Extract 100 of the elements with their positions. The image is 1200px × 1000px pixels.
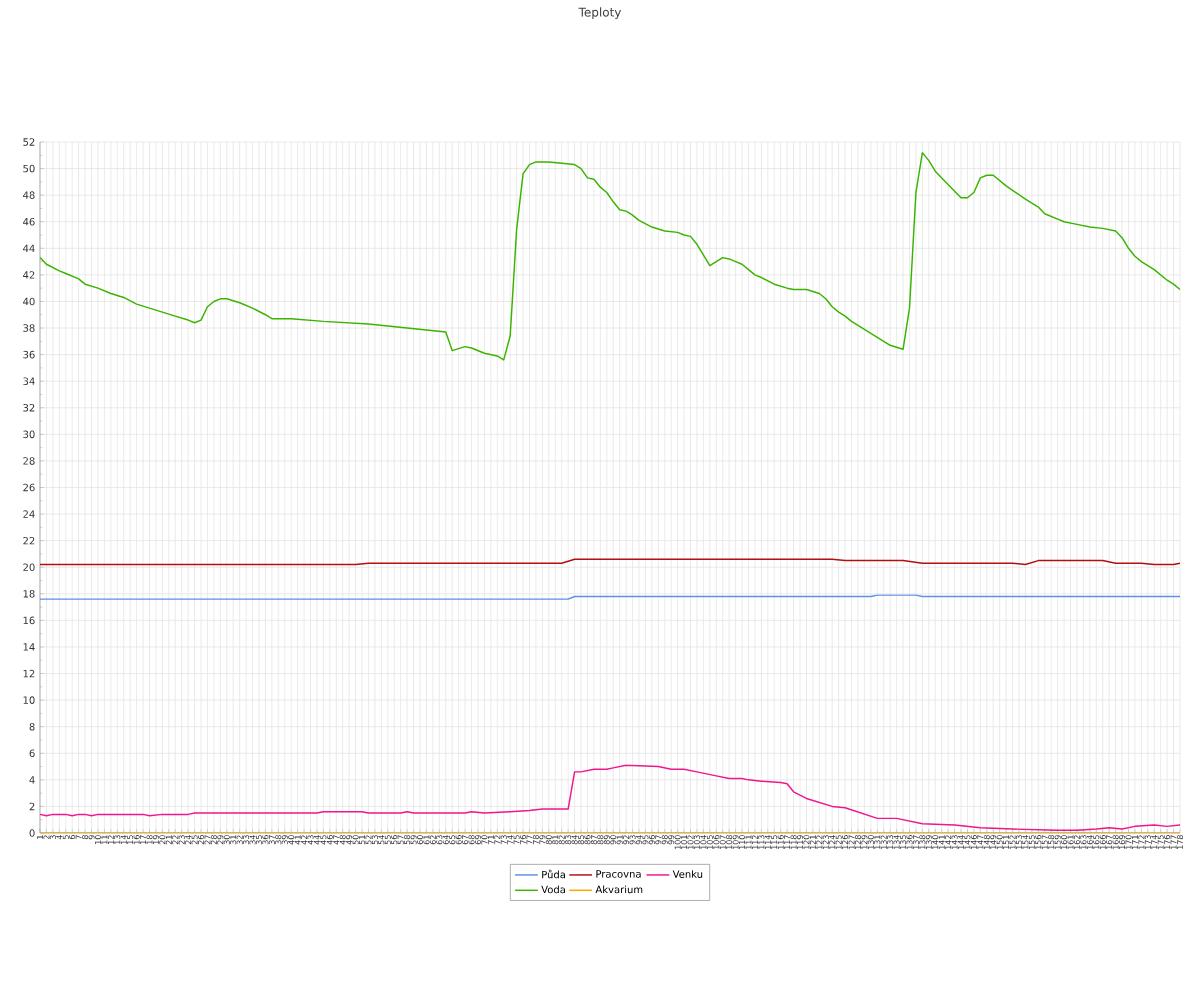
x-tick-label: 28 — [210, 835, 217, 845]
x-tick-label: 62 — [429, 835, 436, 845]
y-tick-label: 44 — [23, 244, 35, 252]
x-tick-label: 75 — [513, 835, 520, 845]
x-tick-label: 175 — [1157, 835, 1164, 849]
x-tick-label: 26 — [197, 835, 205, 845]
x-tick-label: 4 — [56, 835, 63, 840]
x-tick-label: 31 — [230, 835, 237, 845]
x-tick-label: 114 — [764, 835, 771, 849]
x-tick-label: 87 — [590, 835, 597, 845]
x-tick-label: 58 — [404, 835, 411, 845]
y-tick-label: 20 — [23, 563, 35, 572]
x-tick-label: 12 — [107, 835, 114, 844]
x-tick-label: 72 — [494, 835, 501, 845]
x-tick-label: 146 — [970, 835, 977, 849]
x-tick-label: 16 — [133, 835, 140, 844]
x-tick-label: 49 — [346, 835, 353, 845]
x-tick-label: 63 — [436, 835, 443, 845]
legend-label: Voda — [541, 885, 565, 894]
x-tick-label: 178 — [1176, 835, 1184, 849]
x-tick-label: 111 — [745, 835, 752, 849]
x-tick-label: 53 — [371, 835, 378, 845]
x-tick-label: 139 — [925, 835, 932, 849]
x-tick-label: 157 — [1041, 835, 1048, 849]
x-tick-label: 36 — [262, 835, 269, 845]
legend-label: Pracovna — [596, 870, 641, 878]
x-tick-label: 153 — [1015, 835, 1023, 849]
x-tick-label: 117 — [784, 835, 791, 849]
x-tick-label: 136 — [906, 835, 913, 849]
x-tick-label: 69 — [474, 835, 481, 845]
x-tick-label: 99 — [668, 835, 675, 845]
x-tick-label: 83 — [565, 835, 572, 845]
x-tick-label: 144 — [958, 835, 964, 849]
x-tick-label: 135 — [900, 835, 907, 849]
x-tick-label: 171 — [1132, 835, 1138, 849]
x-tick-label: 56 — [391, 835, 398, 845]
y-tick-label: 4 — [29, 776, 35, 784]
x-tick-label: 121 — [809, 835, 816, 849]
y-tick-label: 40 — [23, 297, 35, 306]
x-tick-label: 150 — [996, 835, 1003, 849]
x-tick-label: 142 — [945, 835, 952, 849]
x-tick-label: 173 — [1144, 835, 1151, 849]
x-tick-label: 169 — [1119, 835, 1126, 849]
x-tick-label: 154 — [1022, 835, 1029, 849]
x-tick-label: 25 — [191, 835, 198, 845]
x-tick-label: 138 — [919, 835, 926, 849]
x-tick-label: 85 — [578, 835, 585, 845]
x-tick-label: 177 — [1170, 835, 1177, 849]
x-tick-label: 66 — [455, 835, 462, 845]
x-tick-label: 45 — [320, 835, 327, 845]
x-tick-label: 33 — [243, 835, 250, 845]
x-tick-label: 64 — [442, 835, 449, 845]
x-tick-label: 37 — [268, 835, 275, 845]
x-tick-label: 141 — [938, 835, 945, 849]
x-tick-label: 57 — [397, 835, 404, 845]
x-tick-label: 106 — [713, 835, 720, 849]
x-tick-label: 88 — [597, 835, 604, 845]
x-tick-label: 14 — [120, 835, 127, 844]
x-tick-label: 159 — [1054, 835, 1061, 849]
y-tick-label: 46 — [23, 217, 35, 226]
x-tick-label: 110 — [739, 835, 746, 849]
x-tick-label: 32 — [236, 835, 243, 845]
x-tick-label: 132 — [880, 835, 887, 849]
y-tick-label: 30 — [23, 430, 35, 439]
x-tick-label: 82 — [558, 835, 565, 845]
x-tick-label: 21 — [165, 835, 172, 845]
x-tick-label: 92 — [623, 835, 630, 845]
x-tick-label: 167 — [1106, 835, 1113, 849]
legend-label: Půda — [542, 869, 565, 879]
x-tick-label: 65 — [449, 835, 456, 845]
x-tick-label: 131 — [874, 835, 881, 849]
x-tick-label: 30 — [223, 835, 230, 845]
x-tick-label: 20 — [159, 835, 166, 845]
x-tick-label: 61 — [423, 835, 430, 845]
x-tick-label: 94 — [635, 835, 643, 845]
y-tick-label: 10 — [23, 696, 35, 704]
x-tick-label: 2 — [43, 835, 50, 840]
y-tick-label: 28 — [23, 457, 35, 465]
x-tick-label: 133 — [887, 835, 894, 849]
x-tick-label: 78 — [532, 835, 539, 845]
y-tick-label: 52 — [23, 138, 35, 146]
x-tick-label: 74 — [507, 835, 514, 845]
y-tick-label: 6 — [29, 749, 35, 758]
x-tick-label: 123 — [822, 835, 829, 849]
y-tick-label: 42 — [23, 271, 35, 279]
x-tick-label: 120 — [803, 835, 810, 849]
x-tick-label: 172 — [1138, 835, 1145, 849]
x-tick-label: 84 — [571, 835, 578, 845]
x-tick-label: 10 — [94, 835, 101, 844]
y-tick-label: 2 — [29, 802, 35, 811]
x-tick-label: 90 — [610, 835, 617, 845]
x-tick-label: 40 — [288, 835, 295, 845]
x-tick-label: 1 — [37, 835, 43, 839]
x-tick-label: 124 — [829, 835, 836, 849]
y-tick-label: 34 — [23, 377, 35, 385]
x-tick-label: 161 — [1067, 835, 1074, 849]
x-tick-label: 29 — [217, 835, 224, 845]
x-tick-label: 81 — [552, 835, 559, 845]
x-tick-label: 166 — [1099, 835, 1106, 849]
x-tick-label: 13 — [114, 835, 121, 844]
